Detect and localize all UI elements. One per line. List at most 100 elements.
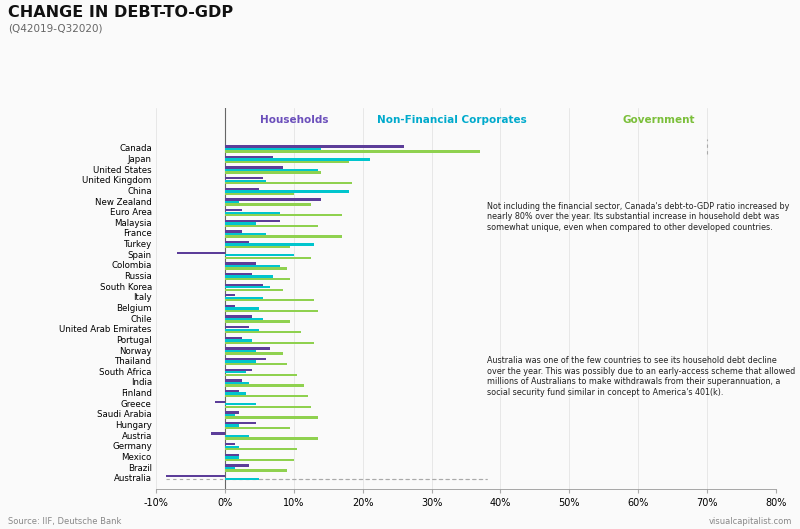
Text: (Q42019-Q32020): (Q42019-Q32020): [8, 24, 102, 34]
Bar: [225, 235, 342, 238]
Bar: [225, 267, 287, 270]
Bar: [225, 220, 280, 222]
Bar: [225, 167, 283, 169]
Bar: [225, 222, 256, 224]
Bar: [225, 294, 235, 296]
Bar: [225, 254, 294, 257]
Bar: [225, 262, 256, 264]
Bar: [225, 273, 253, 275]
Bar: [225, 358, 266, 360]
Bar: [225, 182, 352, 185]
Bar: [225, 193, 294, 195]
Bar: [225, 382, 249, 384]
Bar: [177, 252, 225, 254]
Bar: [225, 336, 242, 339]
Bar: [225, 241, 249, 243]
Bar: [225, 278, 290, 280]
Bar: [225, 214, 342, 216]
Bar: [225, 348, 270, 350]
Bar: [225, 373, 298, 376]
Bar: [211, 433, 225, 435]
Text: Australia was one of the few countries to see its household debt decline
over th: Australia was one of the few countries t…: [486, 357, 795, 397]
Text: Non-Financial Corporates: Non-Financial Corporates: [378, 115, 527, 125]
Bar: [225, 393, 246, 395]
Bar: [225, 297, 262, 299]
Bar: [225, 180, 266, 182]
Bar: [225, 435, 249, 437]
Bar: [225, 156, 273, 158]
Bar: [225, 459, 294, 461]
Bar: [225, 390, 238, 392]
Bar: [225, 379, 242, 381]
Bar: [225, 424, 238, 427]
Bar: [225, 284, 262, 286]
Bar: [225, 171, 322, 174]
Bar: [225, 437, 318, 440]
Bar: [225, 414, 235, 416]
Bar: [225, 264, 280, 267]
Bar: [225, 331, 301, 333]
Bar: [225, 246, 290, 248]
Bar: [225, 464, 249, 467]
Bar: [225, 342, 314, 344]
Bar: [225, 158, 370, 161]
Bar: [225, 310, 318, 312]
Bar: [225, 326, 249, 329]
Bar: [225, 243, 314, 246]
Bar: [225, 198, 322, 200]
Bar: [225, 190, 349, 193]
Bar: [225, 329, 259, 331]
Bar: [225, 321, 290, 323]
Bar: [225, 169, 318, 171]
Bar: [225, 395, 307, 397]
Bar: [225, 145, 404, 148]
Bar: [225, 276, 273, 278]
Bar: [225, 384, 304, 387]
Bar: [225, 212, 280, 214]
Bar: [225, 467, 235, 469]
Text: Source: IIF, Deutsche Bank: Source: IIF, Deutsche Bank: [8, 517, 122, 526]
Bar: [225, 422, 256, 424]
Bar: [225, 339, 253, 342]
Bar: [225, 230, 242, 233]
Text: Households: Households: [259, 115, 328, 125]
Bar: [225, 286, 270, 288]
Text: Government: Government: [622, 115, 695, 125]
Bar: [225, 305, 235, 307]
Bar: [225, 371, 246, 373]
Bar: [225, 203, 311, 206]
Bar: [225, 299, 314, 302]
Bar: [225, 350, 256, 352]
Bar: [225, 307, 259, 309]
Bar: [225, 443, 235, 445]
Bar: [225, 469, 287, 472]
Bar: [225, 352, 283, 354]
Bar: [225, 257, 311, 259]
Bar: [166, 475, 225, 477]
Bar: [225, 318, 262, 320]
Bar: [225, 454, 238, 456]
Bar: [225, 188, 259, 190]
Bar: [225, 150, 480, 152]
Bar: [225, 225, 318, 227]
Bar: [225, 369, 253, 371]
Text: CHANGE IN DEBT-TO-GDP: CHANGE IN DEBT-TO-GDP: [8, 5, 233, 20]
Bar: [225, 448, 298, 450]
Bar: [225, 315, 253, 318]
Bar: [225, 161, 349, 163]
Bar: [225, 148, 322, 150]
Bar: [225, 427, 290, 429]
Bar: [225, 403, 256, 405]
Bar: [225, 411, 238, 414]
Bar: [225, 288, 283, 291]
Text: visualcapitalist.com: visualcapitalist.com: [709, 517, 792, 526]
Bar: [225, 445, 238, 448]
Bar: [225, 201, 238, 203]
Bar: [225, 456, 238, 459]
Bar: [225, 478, 259, 480]
Bar: [225, 406, 311, 408]
Bar: [225, 363, 287, 366]
Bar: [225, 233, 266, 235]
Bar: [225, 209, 242, 212]
Text: Not including the financial sector, Canada's debt-to-GDP ratio increased by
near: Not including the financial sector, Cana…: [486, 202, 789, 232]
